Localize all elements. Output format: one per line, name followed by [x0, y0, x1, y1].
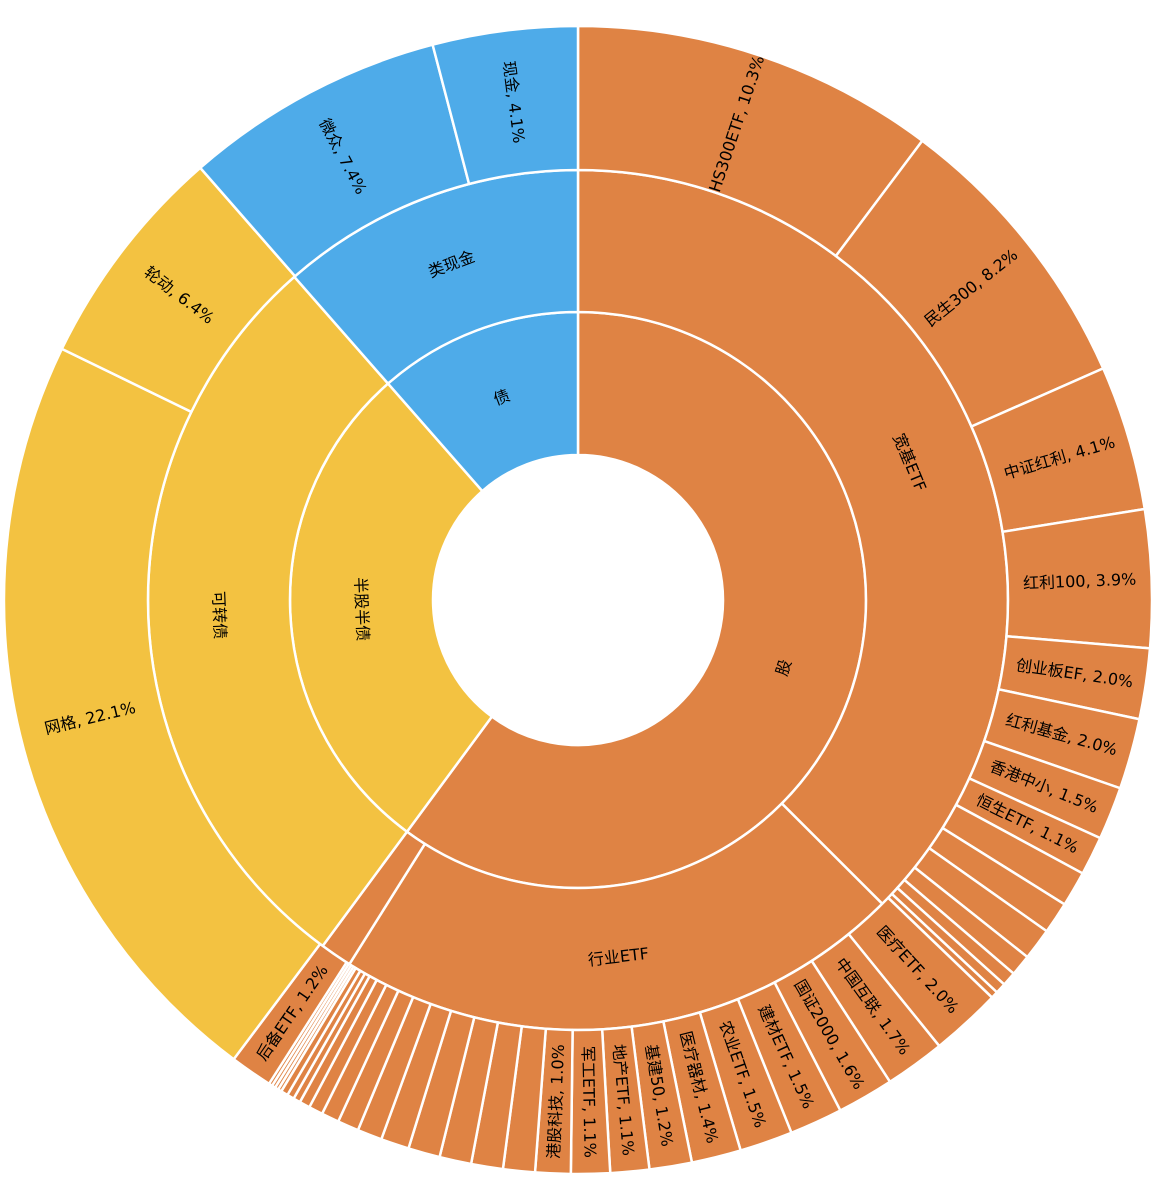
outer-ring-segment [431, 24, 580, 186]
middle-ring-label: 可转债 [209, 591, 230, 640]
outer-ring-segment [2, 347, 322, 1061]
inner-ring-label: 股 [772, 657, 795, 678]
outer-ring-label: 军工ETF, 1.1% [578, 1046, 599, 1158]
inner-ring-label: 债 [491, 386, 513, 409]
outer-ring-label: 红利100, 3.9% [1023, 570, 1137, 593]
outer-ring-label: 港股科技, 1.0% [544, 1044, 568, 1160]
inner-ring-label: 半股半债 [351, 577, 373, 642]
chart-segments [2, 24, 1154, 1176]
